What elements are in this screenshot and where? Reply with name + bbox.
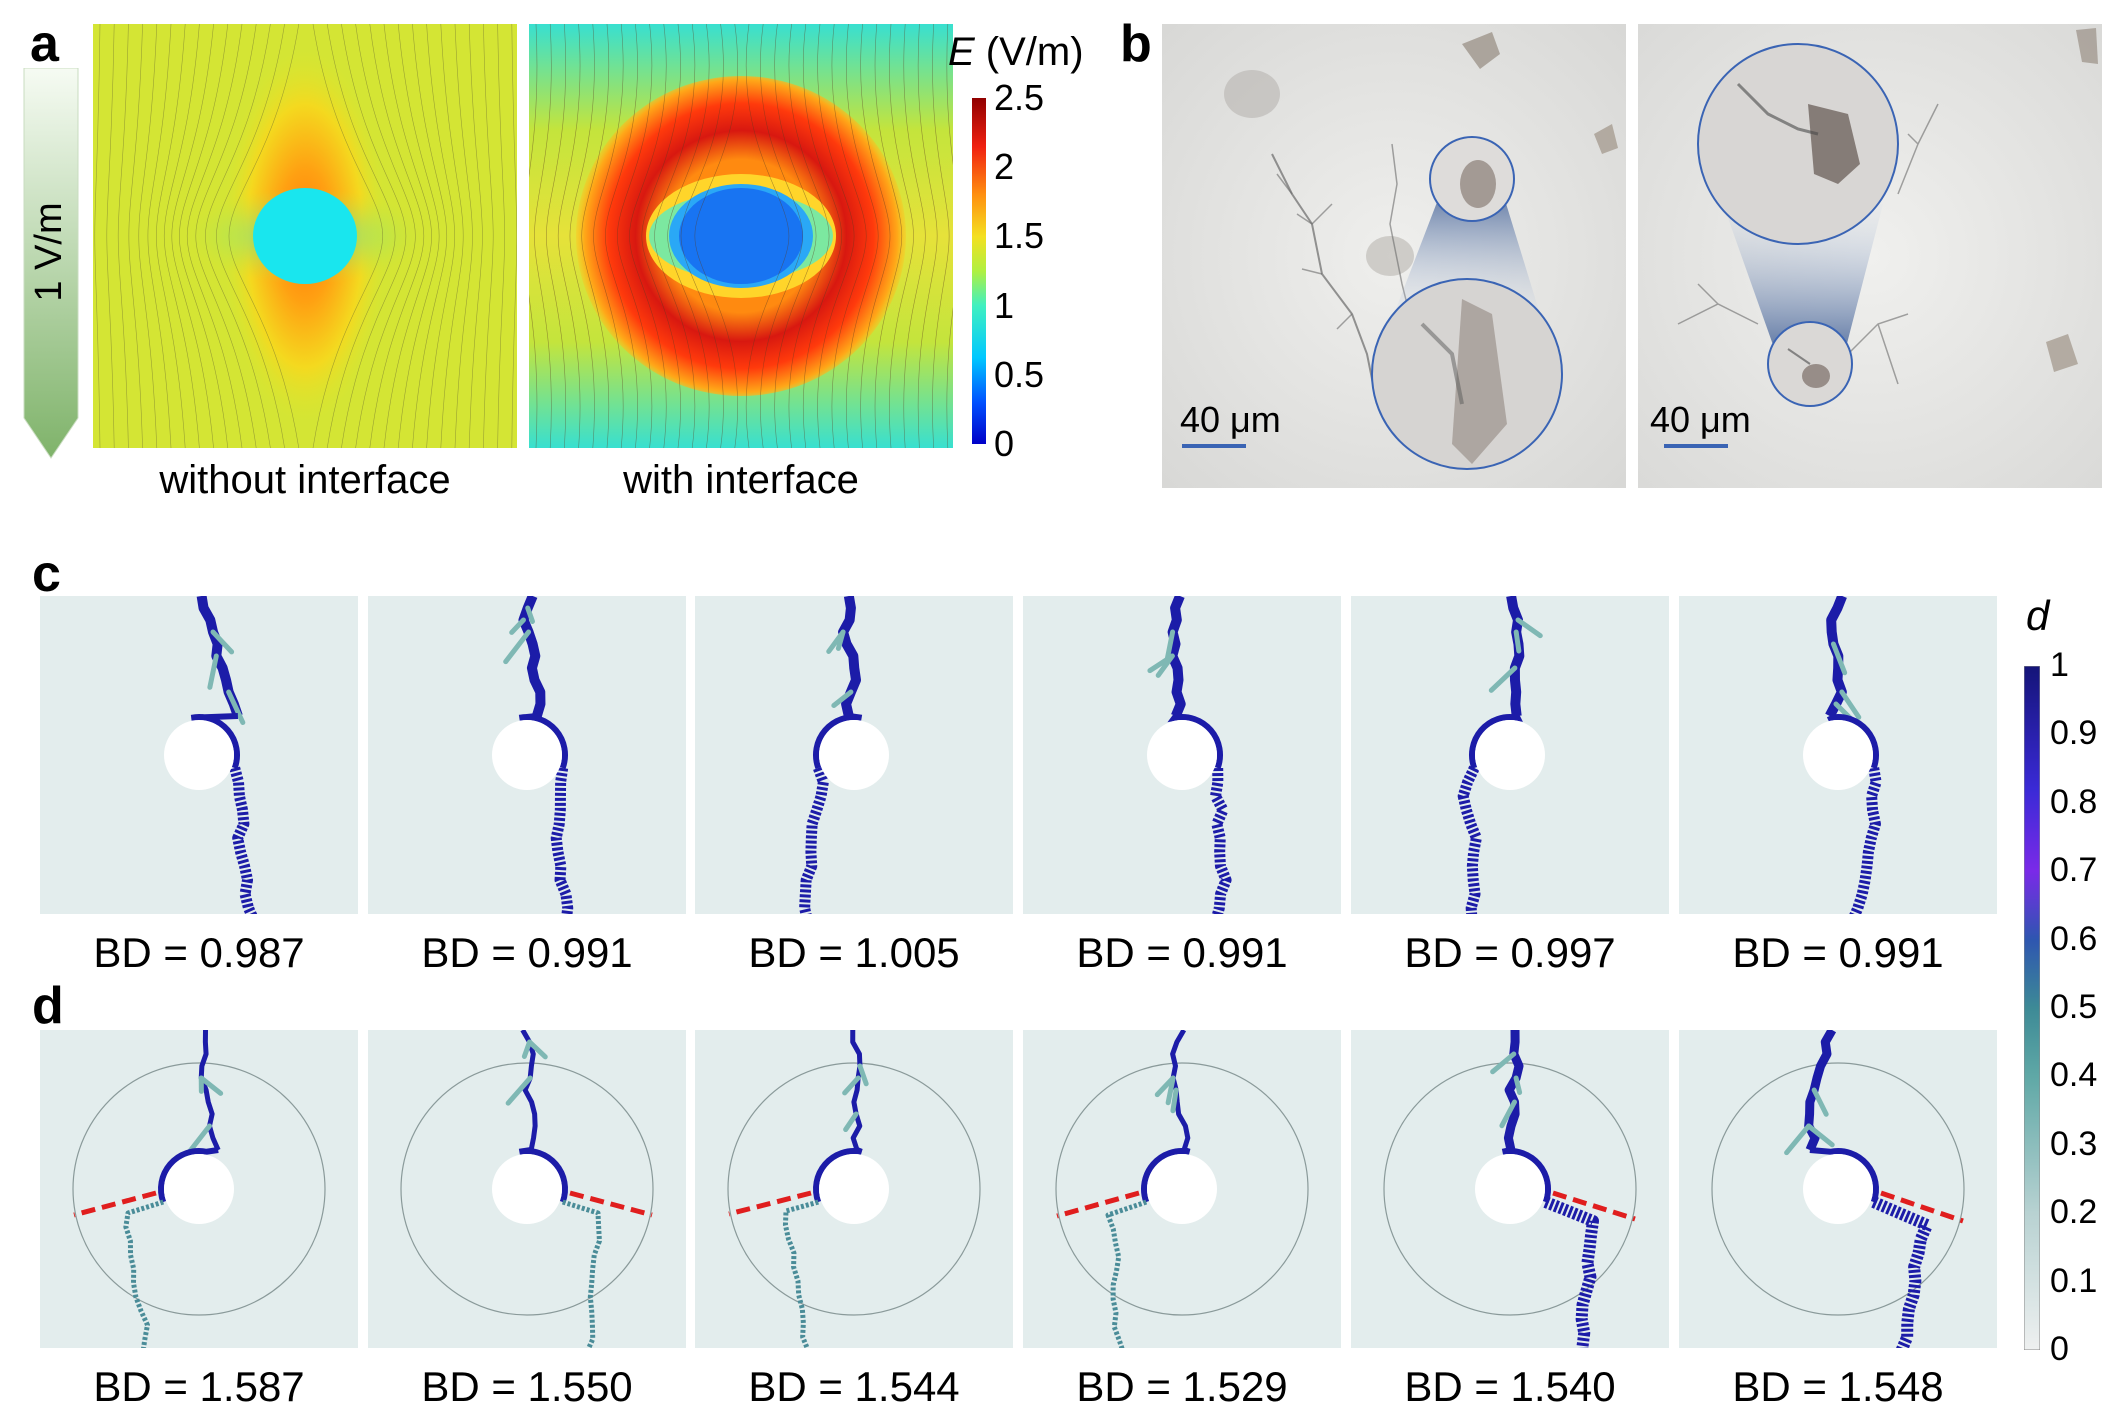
colorbar-e-unit: (V/m) [974, 30, 1084, 74]
colorbar-e-tick: 2 [994, 146, 1015, 188]
panel-d-simulation-1 [40, 1030, 358, 1348]
colorbar-d-tick: 0.7 [2050, 851, 2098, 890]
panel-c-bd-label: BD = 1.005 [748, 929, 960, 976]
colorbar-e [972, 98, 986, 444]
panel-d-simulation-4 [1023, 1030, 1341, 1348]
colorbar-d-tick: 0.5 [2050, 988, 2098, 1026]
field-arrow-label: 1 V/m [28, 202, 70, 302]
colorbar-d-tick: 0.4 [2050, 1056, 2098, 1095]
caption-without-interface: without interface [159, 458, 451, 502]
field-map-with-interface [529, 24, 953, 448]
colorbar-e-tick: 1 [994, 284, 1015, 326]
panel-d-simulation-6 [1679, 1030, 1997, 1348]
panel-c-simulation-2 [368, 596, 686, 914]
panel-c-bd-label: BD = 0.991 [1732, 929, 1944, 976]
panel-c-bd-label: BD = 0.991 [421, 929, 633, 976]
panel-d-simulation-3 [695, 1030, 1013, 1348]
colorbar-d-tick: 1 [2050, 646, 2069, 684]
panel-c-letter: c [32, 545, 61, 603]
panel-d-bd-label: BD = 1.548 [1732, 1363, 1944, 1410]
colorbar-d-tick: 0.3 [2050, 1124, 2098, 1163]
micrograph-right: 40 μm [1638, 24, 2102, 488]
micrograph-left: 40 μm [1162, 24, 1626, 488]
colorbar-d-tick: 0.1 [2050, 1261, 2098, 1300]
micrograph-left-art [1162, 24, 1626, 488]
panel-b-letter: b [1120, 15, 1152, 73]
scale-bar-right-label: 40 μm [1650, 399, 1751, 440]
panel-c-simulation-5 [1351, 596, 1669, 914]
colorbar-d-tick: 0.8 [2050, 782, 2098, 821]
panel-d-bd-label: BD = 1.550 [421, 1363, 633, 1410]
panel-d-bd-label: BD = 1.587 [93, 1363, 305, 1410]
panel-c-simulation-4 [1023, 596, 1341, 914]
panel-d-bd-label: BD = 1.544 [748, 1363, 960, 1410]
colorbar-e-tick: 2.5 [994, 77, 1045, 118]
panel-d-letter: d [32, 977, 64, 1035]
panel-d-bd-label: BD = 1.529 [1076, 1363, 1288, 1410]
panel-d-simulation-2 [368, 1030, 686, 1348]
colorbar-d-tick: 0.2 [2050, 1193, 2098, 1232]
panel-d-bd-label: BD = 1.540 [1404, 1363, 1616, 1410]
panel-a-letter: a [30, 15, 59, 73]
colorbar-d [2024, 666, 2040, 1350]
colorbar-e-title: E (V/m) [948, 30, 1084, 75]
colorbar-e-symbol: E [948, 30, 975, 74]
colorbar-e-tick: 1.5 [994, 215, 1045, 257]
colorbar-e-tick: 0.5 [994, 353, 1045, 395]
field-map-without-interface [93, 24, 517, 448]
colorbar-d-tick: 0.9 [2050, 714, 2098, 753]
colorbar-d-tick: 0.6 [2050, 919, 2098, 958]
panel-c-simulation-6 [1679, 596, 1997, 914]
scale-bar-left-label: 40 μm [1180, 399, 1281, 440]
micrograph-right-art [1638, 24, 2102, 488]
panel-c-bd-label: BD = 0.987 [93, 929, 305, 976]
panel-c-simulation-1 [40, 596, 358, 914]
panel-c-bd-label: BD = 0.997 [1404, 929, 1616, 976]
colorbar-d-title: d [2026, 592, 2050, 639]
colorbar-e-tick: 0 [994, 423, 1015, 464]
field-arrow [23, 68, 79, 459]
panel-d-simulation-5 [1351, 1030, 1669, 1348]
panel-c-bd-label: BD = 0.991 [1076, 929, 1288, 976]
colorbar-d-tick: 0 [2050, 1330, 2069, 1368]
caption-with-interface: with interface [623, 458, 859, 502]
panel-c-simulation-3 [695, 596, 1013, 914]
